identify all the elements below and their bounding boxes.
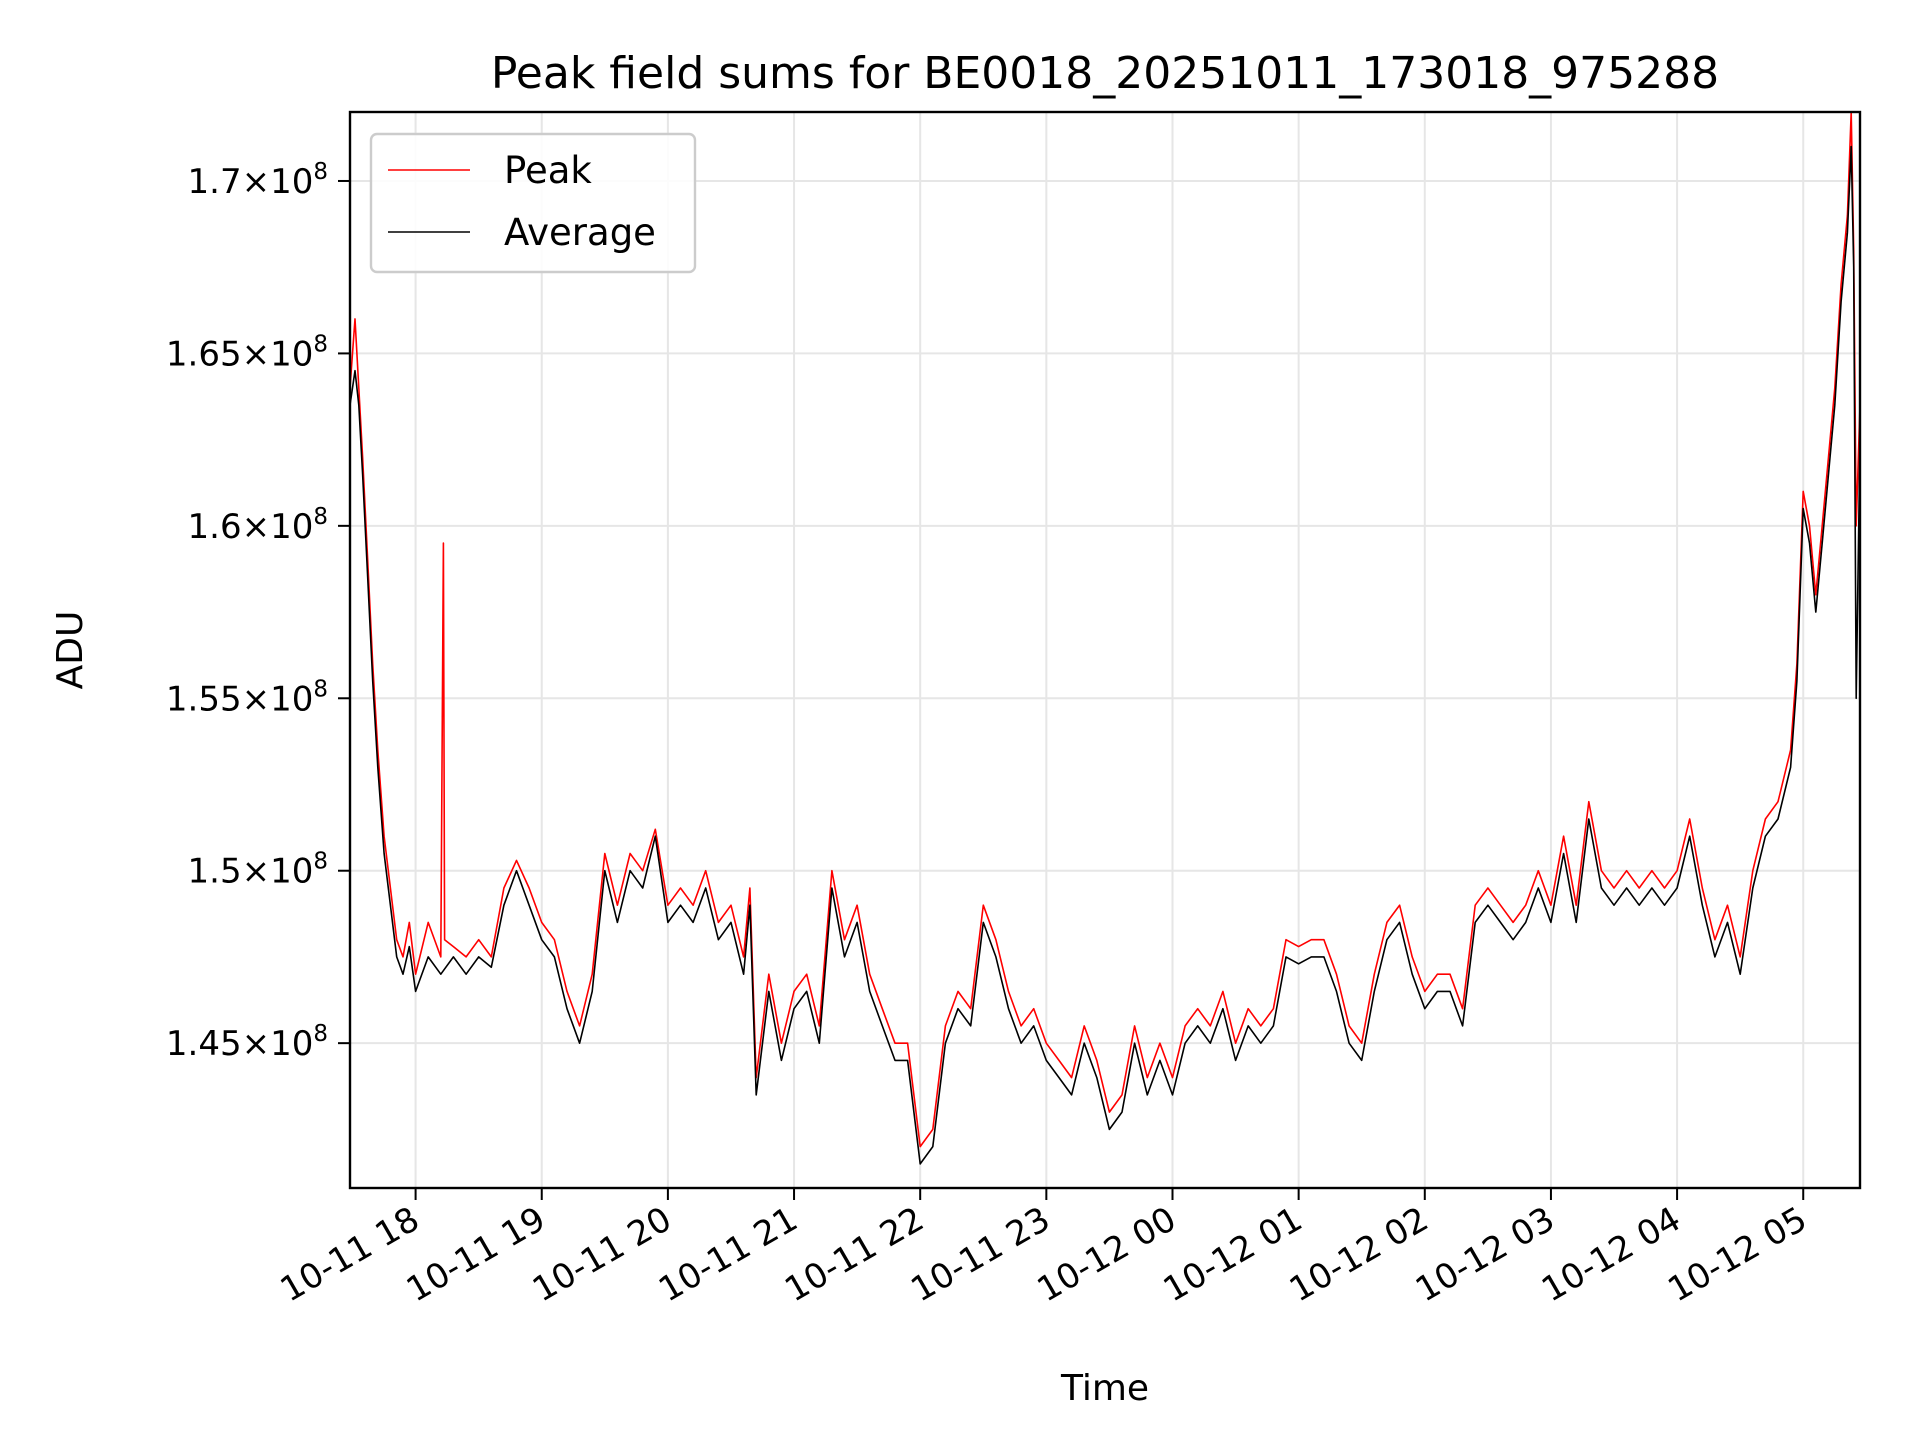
y-tick-label: 1.65×108 [166,331,328,374]
y-tick-mantissa: 1.55 [166,679,242,719]
y-tick-mantissa: 1.5 [188,852,242,892]
y-tick-label: 1.7×108 [188,159,328,202]
x-axis-label: Time [1060,1368,1149,1409]
y-tick-mantissa: 1.45 [166,1024,242,1064]
legend-average-label: Average [504,211,656,254]
x-tick-label: 10-12 01 [1157,1199,1309,1310]
y-tick-exponent: 8 [313,1021,328,1047]
legend: Peak Average [369,132,697,274]
y-tick-mantissa: 1.65 [166,334,242,374]
x-tick-label: 10-11 20 [526,1199,678,1310]
x-tick-label: 10-12 04 [1535,1199,1687,1310]
y-tick-mantissa: 1.7 [188,162,242,202]
x-tick-label: 10-11 23 [904,1199,1056,1310]
x-tick-label: 10-12 00 [1031,1199,1183,1310]
series-layer [349,111,1861,1165]
x-tick-label: 10-11 18 [274,1199,426,1310]
y-tick-base: ×10 [242,334,314,374]
y-tick-exponent: 8 [313,849,328,875]
y-tick-base: ×10 [242,852,314,892]
y-tick-label: 1.55×108 [166,676,328,719]
y-tick-exponent: 8 [313,676,328,702]
chart-title: Peak field sums for BE0018_20251011_1730… [491,48,1719,99]
y-tick-mantissa: 1.6 [188,507,242,547]
y-tick-base: ×10 [242,507,314,547]
x-tick-label: 10-12 03 [1409,1199,1561,1310]
legend-box [369,132,697,274]
x-tick-label: 10-11 21 [652,1199,804,1310]
x-tick-label: 10-12 05 [1661,1199,1813,1310]
series-line-peak [349,111,1861,1148]
y-tick-label: 1.5×108 [188,849,328,892]
x-tick-label: 10-12 02 [1283,1199,1435,1310]
x-tick-label: 10-11 19 [400,1199,552,1310]
legend-peak-label: Peak [504,149,592,192]
y-tick-base: ×10 [242,679,314,719]
y-axis-ticks: 1.45×1081.5×1081.55×1081.6×1081.65×1081.… [166,159,350,1064]
y-tick-base: ×10 [242,1024,314,1064]
y-tick-exponent: 8 [313,331,328,357]
series-line-average [349,145,1861,1165]
y-tick-exponent: 8 [313,504,328,530]
x-tick-label: 10-11 22 [778,1199,930,1310]
y-tick-label: 1.6×108 [188,504,328,547]
y-tick-base: ×10 [242,162,314,202]
y-tick-exponent: 8 [313,159,328,185]
y-tick-label: 1.45×108 [166,1021,328,1064]
plot-frame [348,110,1862,1190]
y-axis-label: ADU [50,611,91,690]
grid [350,112,1860,1188]
